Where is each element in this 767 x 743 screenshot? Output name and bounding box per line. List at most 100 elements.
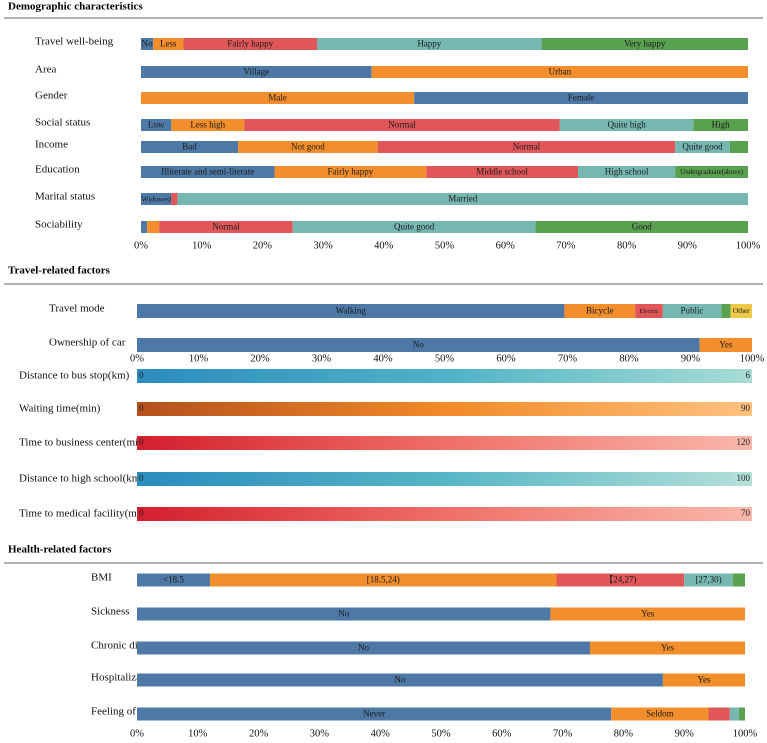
bar-segment xyxy=(153,38,184,50)
bar-segment xyxy=(693,119,748,131)
segment-label: Yes xyxy=(697,675,711,685)
bar-segment xyxy=(137,673,663,687)
bar-segment xyxy=(721,304,731,318)
bar-segment xyxy=(141,141,239,153)
row-label: Ownership of car xyxy=(49,337,126,349)
segment-label: Good xyxy=(632,222,652,232)
gradient-max-label: 70 xyxy=(741,508,751,518)
gradient-max-label: 120 xyxy=(737,437,751,447)
gradient-min-label: 0 xyxy=(139,370,144,380)
row-label: Time to business center(min) xyxy=(19,437,148,449)
bar-segment xyxy=(141,66,372,78)
bar-row: Education Illiterate and semi-literate Fai… xyxy=(35,164,748,178)
bar-segment xyxy=(171,193,178,205)
bar-segment xyxy=(141,38,154,50)
segment-label: Village xyxy=(243,67,269,77)
x-tick-label: 100% xyxy=(740,353,765,364)
gradient-min-label: 0 xyxy=(139,403,144,413)
segment-label: Male xyxy=(268,93,287,103)
x-tick-label: 80% xyxy=(614,728,634,739)
x-tick-label: 10% xyxy=(188,728,208,739)
bar-segment xyxy=(589,641,745,655)
segment-label: No xyxy=(394,675,405,685)
row-label: BMI xyxy=(91,572,112,584)
segment-label: Very happy xyxy=(624,39,666,49)
bar-segment xyxy=(611,707,709,721)
bar-segment xyxy=(137,573,210,587)
gradient-min-label: 0 xyxy=(139,437,144,447)
x-axis: 0% 10% 20% 30% 40% 50% 60% 70% 80% 90% 100% xyxy=(130,353,765,364)
x-tick-label: 50% xyxy=(435,240,455,251)
segment-label: No xyxy=(338,609,349,619)
bar-row: Travel well-being No Less Fairly happy Happy… xyxy=(35,36,748,50)
bar-segment xyxy=(159,221,293,233)
x-tick-label: 10% xyxy=(192,240,212,251)
gradient-bar xyxy=(137,369,752,383)
gradient-row: Distance to bus stop(km) 0 6 xyxy=(19,369,752,383)
bar-segment xyxy=(556,573,685,587)
segment-label: Seldom xyxy=(646,709,674,719)
segment-label: Normal xyxy=(388,120,416,130)
x-tick-label: 0% xyxy=(130,728,144,739)
bar-segment xyxy=(141,221,148,233)
segment-label: No xyxy=(358,643,369,653)
x-tick-label: 100% xyxy=(736,240,761,251)
bar-segment xyxy=(729,141,748,153)
row-label: Social status xyxy=(35,117,90,129)
panel-title: Health-related factors xyxy=(8,544,112,556)
x-tick-label: 40% xyxy=(374,240,394,251)
bar-segment xyxy=(662,673,745,687)
gradient-row: Time to business center(min)0 120 xyxy=(19,436,752,450)
segment-label: Yes xyxy=(641,609,655,619)
bar-segment xyxy=(738,707,745,721)
x-tick-label: 90% xyxy=(675,728,695,739)
bar-segment xyxy=(699,338,752,352)
bar-row: Marital status Widowed Married xyxy=(35,191,749,205)
bar-segment xyxy=(377,141,676,153)
row-label: Education xyxy=(35,164,80,176)
x-tick-label: 90% xyxy=(681,353,701,364)
segment-label: [27,30) xyxy=(695,575,721,585)
segment-label: Quite good xyxy=(394,222,435,232)
bar-segment xyxy=(317,38,542,50)
panel-title: Demographic characteristics xyxy=(8,1,143,13)
bar-row: Gender Male Female xyxy=(35,90,748,104)
panel-0: Demographic characteristics Travel well-b… xyxy=(4,1,763,251)
segment-label: Normal xyxy=(513,142,541,152)
bar-row: Sociability Normal Quite good Good xyxy=(35,219,748,233)
bar-segment xyxy=(141,92,415,104)
segment-label: Undergraduate(above) xyxy=(680,168,744,176)
x-axis: 0% 10% 20% 30% 40% 50% 60% 70% 80% 90% 100% xyxy=(134,240,761,251)
segment-label: [18.5,24) xyxy=(367,575,400,585)
bar-row: Area Village Urban xyxy=(35,64,748,78)
bar-row: Income Bad Not good Normal Quite good xyxy=(35,139,748,153)
row-label: Gender xyxy=(35,90,68,102)
segment-label: Fairly happy xyxy=(227,39,273,49)
bar-row: BMI <18.5 [18.5,24) 【24,27) [27,30) xyxy=(91,572,745,587)
segment-label: Walking xyxy=(336,306,367,316)
bar-segment xyxy=(564,304,636,318)
row-label: Sociability xyxy=(35,219,83,231)
row-label: Distance to bus stop(km) xyxy=(19,370,130,382)
segment-label: Quite high xyxy=(607,120,646,130)
row-label: Waiting time(min) xyxy=(19,403,101,415)
row-label: Area xyxy=(35,64,56,76)
segment-label: <18.5 xyxy=(163,575,184,585)
segment-label: Middle school xyxy=(476,167,528,177)
bar-segment xyxy=(137,707,612,721)
x-tick-label: 20% xyxy=(250,353,270,364)
bar-segment xyxy=(729,707,739,721)
x-tick-label: 30% xyxy=(312,353,332,364)
segment-label: Bad xyxy=(182,142,197,152)
gradient-max-label: 100 xyxy=(737,473,751,483)
gradient-min-label: 0 xyxy=(139,508,144,518)
bar-row: Ownership of car No Yes xyxy=(49,337,752,352)
bar-segment xyxy=(238,141,378,153)
segment-label: Other xyxy=(733,306,750,315)
bar-segment xyxy=(292,221,536,233)
panel-2: Health-related factors BMI <18.5 [18.5,24) 【… xyxy=(4,544,763,739)
bar-segment xyxy=(137,641,590,655)
x-tick-label: 20% xyxy=(249,728,269,739)
x-tick-label: 90% xyxy=(678,240,698,251)
